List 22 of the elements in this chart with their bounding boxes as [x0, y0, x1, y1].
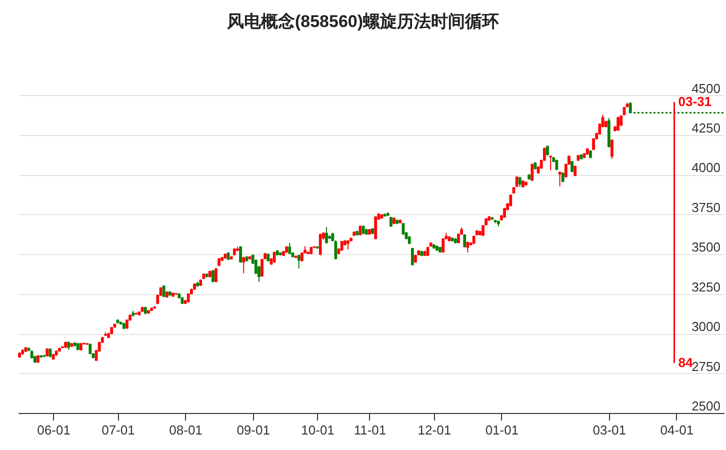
y-tick-label: 2750 [692, 358, 720, 374]
x-tick-label: 03-01 [592, 422, 626, 438]
y-tick-label: 4500 [692, 80, 720, 96]
x-tick-label: 01-01 [485, 422, 519, 438]
x-tick-label: 04-01 [660, 422, 694, 438]
x-tick-label: 08-01 [169, 422, 202, 438]
x-tick-label: 07-01 [102, 422, 135, 438]
text: 风电概念(858560)螺旋历法时间循环 [226, 12, 500, 31]
x-tick-label: 09-01 [236, 422, 270, 438]
y-tick-label: 4000 [692, 160, 720, 176]
annotation: 84 [678, 354, 694, 370]
y-tick-label: 3250 [692, 279, 720, 294]
x-tick-label: 10-01 [301, 422, 334, 438]
x-tick-label: 06-01 [37, 422, 70, 438]
y-tick-label: 4250 [692, 120, 720, 136]
y-tick-label: 2500 [692, 398, 720, 414]
x-tick-label: 12-01 [418, 422, 452, 438]
y-tick-label: 3000 [692, 319, 720, 334]
y-tick-label: 3750 [692, 200, 720, 215]
x-tick-label: 11-01 [354, 422, 386, 438]
text: 03-31 [678, 94, 712, 109]
y-tick-label: 3500 [692, 240, 720, 255]
